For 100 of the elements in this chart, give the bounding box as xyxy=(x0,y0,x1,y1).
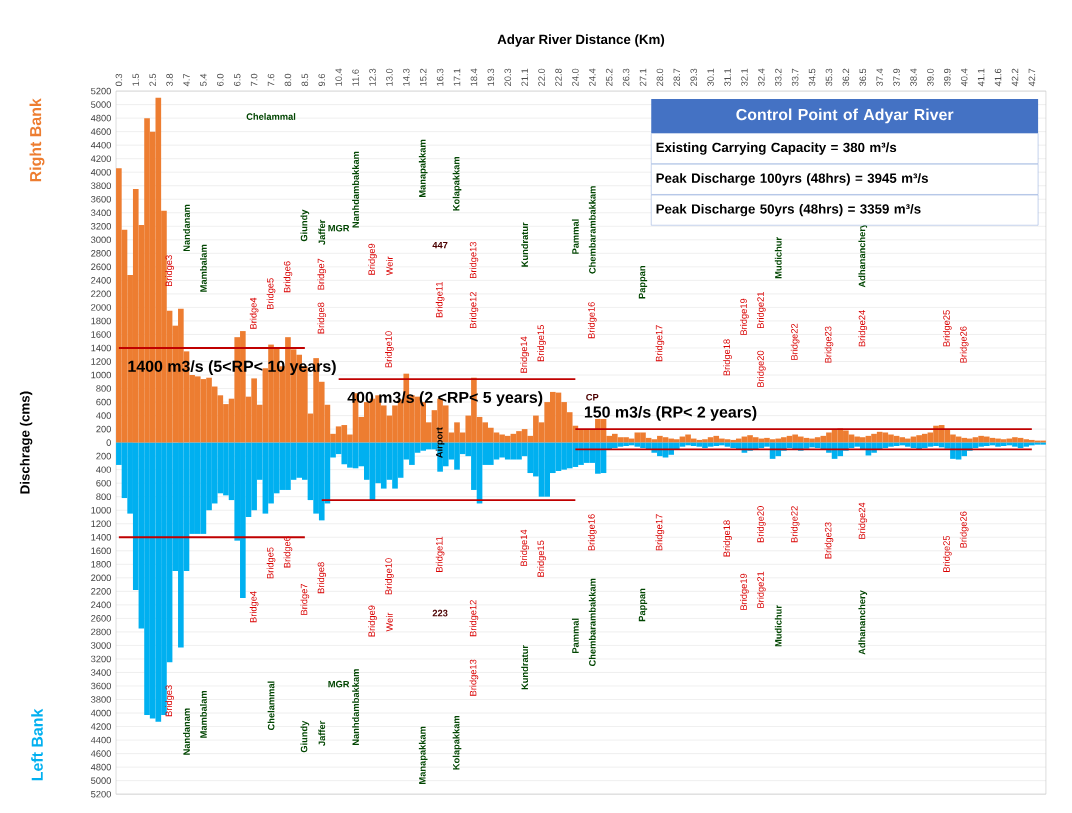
x-tick-label: 2.5 xyxy=(149,73,156,86)
annotation: Bridge22 xyxy=(790,506,800,543)
y-tick-label: 4000 xyxy=(90,709,111,717)
x-tick-label: 42.7 xyxy=(1028,68,1036,87)
annotation: Bridge15 xyxy=(537,540,546,577)
y-tick-label: 3800 xyxy=(91,182,111,189)
annotation: 150 m3/s (RP< 2 years) xyxy=(584,405,757,421)
y-tick-label: 4600 xyxy=(90,128,111,135)
y-tick-label: 2200 xyxy=(91,588,111,595)
x-tick-label: 29.3 xyxy=(690,68,697,86)
x-tick-label: 6.5 xyxy=(233,73,241,86)
annotation: Peak Discharge 100yrs (48hrs) = 3945 m³/s xyxy=(656,173,928,186)
x-tick-label: 20.3 xyxy=(504,68,512,86)
annotation: Bridge20 xyxy=(757,506,766,543)
annotation: Kolapakkam xyxy=(452,715,462,770)
y-tick-label: 1800 xyxy=(91,317,111,325)
annotation: Giundy xyxy=(300,720,310,753)
annotation: Bridge25 xyxy=(942,535,952,572)
x-tick-label: 24.0 xyxy=(572,68,579,86)
x-tick-label: 37.9 xyxy=(893,68,900,87)
y-tick-label: 4800 xyxy=(90,763,111,771)
annotation: Bridge18 xyxy=(723,339,732,376)
annotation: Bridge10 xyxy=(385,558,394,595)
x-tick-label: 36.2 xyxy=(842,68,850,87)
y-tick-label: 3000 xyxy=(91,642,111,649)
annotation: Pammal xyxy=(571,219,579,254)
x-tick-label: 34.5 xyxy=(808,68,816,87)
annotation: Bridge14 xyxy=(520,336,529,373)
y-tick-label: 2400 xyxy=(91,601,111,609)
annotation: Mambalam xyxy=(199,690,207,738)
annotation: Bridge5 xyxy=(266,278,276,310)
y-tick-label: 1000 xyxy=(91,371,111,379)
annotation: Adhananchery xyxy=(858,222,868,288)
x-tick-label: 35.3 xyxy=(825,68,833,87)
x-tick-label: 7.6 xyxy=(267,73,275,86)
annotation: Bridge12 xyxy=(469,600,479,637)
y-tick-label: 1800 xyxy=(91,561,111,568)
annotation: Weir xyxy=(385,612,393,632)
annotation: Bridge7 xyxy=(300,583,310,615)
y-tick-label: 4400 xyxy=(90,141,111,149)
annotation: Bridge14 xyxy=(520,529,529,566)
annotation: Chembarambakkam xyxy=(588,578,596,667)
annotation: Bridge3 xyxy=(165,255,174,287)
y-tick-label: 3600 xyxy=(91,682,111,690)
x-tick-label: 0.3 xyxy=(115,73,123,87)
annotation: Bridge9 xyxy=(368,243,377,275)
x-tick-label: 21.1 xyxy=(521,68,528,86)
annotation: Giundy xyxy=(300,209,310,242)
x-tick-label: 18.4 xyxy=(470,68,478,86)
annotation: Pappan xyxy=(638,588,648,622)
annotation: Bridge26 xyxy=(959,511,969,548)
y-tick-label: 1200 xyxy=(91,358,111,365)
x-tick-label: 33.7 xyxy=(791,68,799,87)
annotation: Bridge17 xyxy=(655,325,665,362)
x-tick-label: 8.5 xyxy=(301,73,309,86)
annotation: Bridge19 xyxy=(740,298,749,335)
y-tick-label: 200 xyxy=(96,452,111,460)
x-tick-label: 32.1 xyxy=(741,68,748,87)
annotation: Bridge13 xyxy=(469,659,479,696)
annotation: Bridge15 xyxy=(537,325,546,362)
annotation: Bridge16 xyxy=(587,302,597,339)
x-tick-label: 10.4 xyxy=(335,68,342,86)
x-tick-label: 28.7 xyxy=(673,68,681,86)
text: Left Bank xyxy=(31,708,43,781)
annotation: Bridge10 xyxy=(385,331,394,368)
x-tick-label: 31.1 xyxy=(724,68,731,87)
y-tick-label: 1000 xyxy=(91,506,111,514)
annotation: Mudichur xyxy=(774,237,782,279)
x-tick-label: 26.3 xyxy=(622,68,630,86)
y-tick-label: 3200 xyxy=(91,222,111,230)
y-tick-label: 1200 xyxy=(91,520,111,527)
annotation: Chelammal xyxy=(246,113,296,120)
annotation: Bridge19 xyxy=(740,573,749,610)
x-tick-label: 16.3 xyxy=(436,68,444,86)
x-tick-label: 3.8 xyxy=(166,73,173,87)
x-tick-label: 15.2 xyxy=(419,68,427,86)
y-tick-label: 2800 xyxy=(91,628,111,636)
annotation: 447 xyxy=(432,241,448,249)
y-tick-label: 800 xyxy=(96,493,111,500)
y-tick-label: 2000 xyxy=(91,304,111,311)
annotation: Bridge13 xyxy=(469,241,479,278)
y-tick-label: 600 xyxy=(96,398,111,406)
annotation: Pappan xyxy=(638,266,648,299)
annotation: Chembarambakkam xyxy=(588,186,596,274)
annotation: Bridge24 xyxy=(858,310,868,347)
annotation: Bridge17 xyxy=(655,514,665,551)
annotation: Bridge8 xyxy=(317,562,327,594)
annotation: Jaffer xyxy=(318,219,326,245)
x-tick-label: 12.3 xyxy=(369,68,376,86)
annotation: Bridge9 xyxy=(368,605,377,637)
annotation: Bridge23 xyxy=(824,522,834,559)
annotation: Pammal xyxy=(571,618,579,653)
y-tick-label: 3400 xyxy=(91,669,111,676)
x-tick-label: 37.4 xyxy=(876,68,883,87)
y-tick-label: 4400 xyxy=(90,736,111,744)
y-tick-label: 5000 xyxy=(91,101,111,108)
y-tick-label: 1600 xyxy=(91,331,111,338)
x-tick-label: 1.5 xyxy=(132,73,140,86)
annotation: Bridge26 xyxy=(959,326,969,363)
x-tick-label: 19.3 xyxy=(487,68,495,86)
